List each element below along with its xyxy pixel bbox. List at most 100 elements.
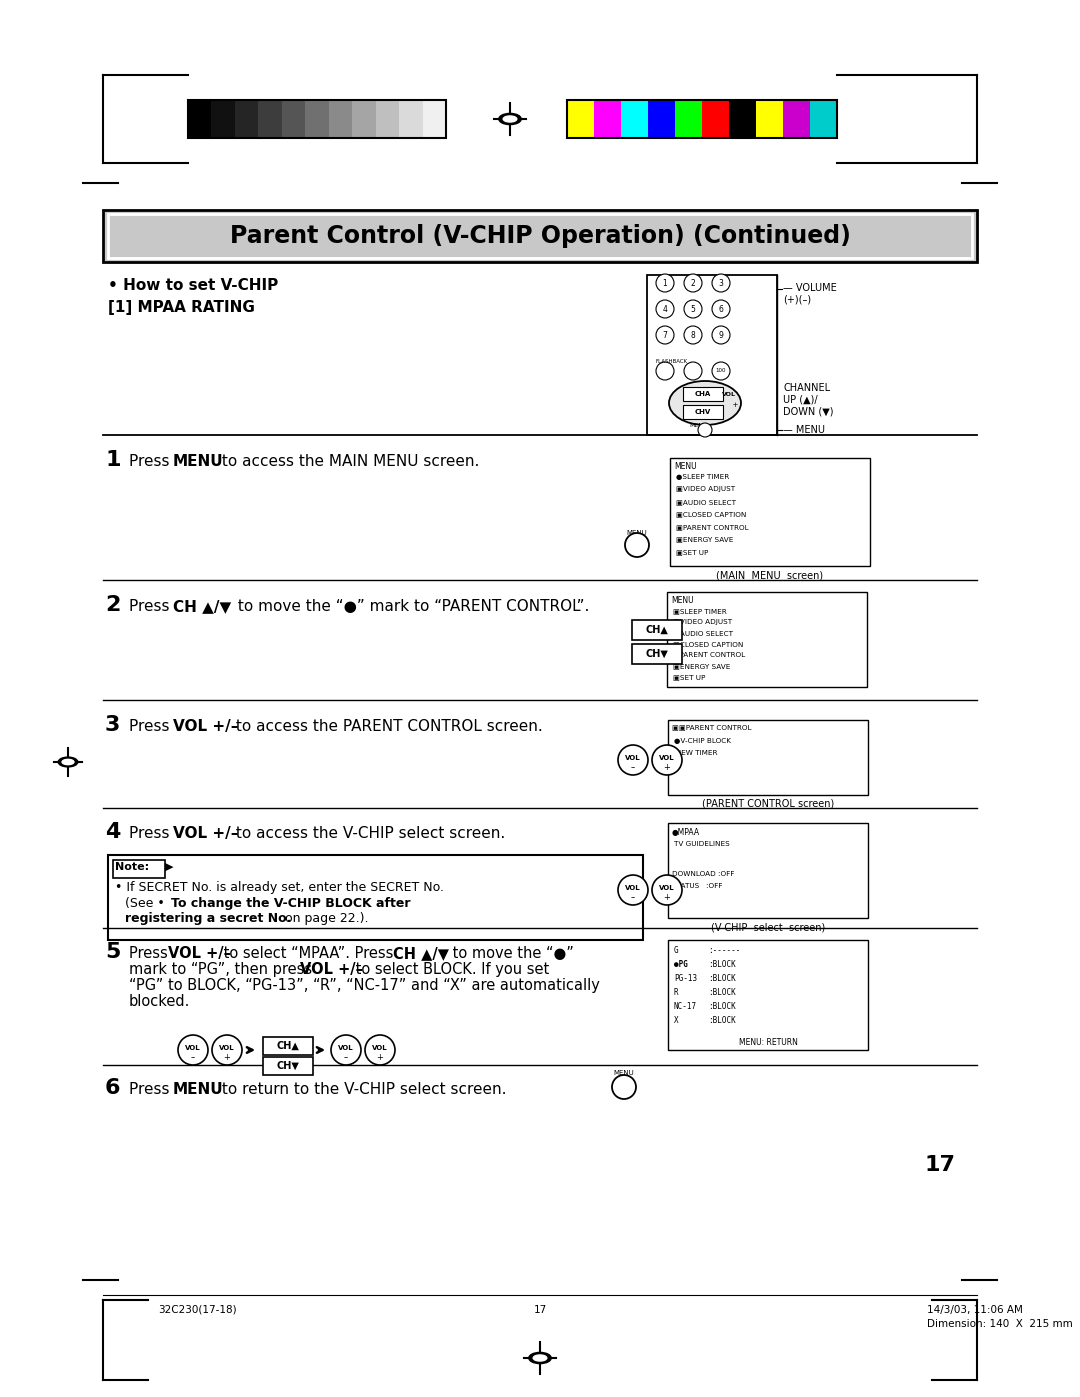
Bar (632, 644, 681, 664)
Bar (675, 101, 702, 138)
Text: ▣CLOSED CAPTION: ▣CLOSED CAPTION (676, 511, 746, 517)
Text: 1: 1 (105, 450, 121, 469)
Text: 6: 6 (105, 1078, 121, 1098)
Text: MENU: RETURN: MENU: RETURN (739, 1038, 797, 1046)
Bar (669, 719, 868, 795)
Ellipse shape (712, 274, 730, 292)
Text: :BLOCK: :BLOCK (708, 974, 735, 983)
Text: Press: Press (129, 1083, 174, 1097)
Ellipse shape (698, 423, 712, 437)
Ellipse shape (62, 760, 73, 764)
Text: VOL +/–: VOL +/– (168, 946, 231, 961)
Text: DOWNLOAD :OFF: DOWNLOAD :OFF (672, 870, 734, 877)
Text: “PG” to BLOCK, “PG-13”, “R”, “NC-17” and “X” are automatically: “PG” to BLOCK, “PG-13”, “R”, “NC-17” and… (129, 978, 599, 993)
Bar (108, 855, 643, 940)
Bar (647, 275, 777, 434)
Bar (188, 101, 212, 138)
Bar (264, 1058, 313, 1076)
Ellipse shape (652, 875, 681, 905)
Bar (670, 458, 870, 566)
Text: 7: 7 (662, 331, 667, 339)
Text: CH▼: CH▼ (276, 1060, 299, 1071)
Bar (400, 101, 422, 138)
Bar (810, 101, 837, 138)
Ellipse shape (656, 362, 674, 380)
Text: Press: Press (129, 454, 174, 469)
Text: :BLOCK: :BLOCK (708, 1002, 735, 1011)
Text: NC-17: NC-17 (674, 1002, 697, 1011)
Ellipse shape (684, 274, 702, 292)
Text: registering a secret No.: registering a secret No. (125, 912, 292, 925)
Text: VOL +/–: VOL +/– (300, 963, 363, 977)
Bar (328, 101, 352, 138)
Text: +: + (663, 763, 671, 773)
Ellipse shape (712, 326, 730, 344)
Text: — MENU: — MENU (783, 425, 825, 434)
Text: CH▲: CH▲ (276, 1041, 299, 1051)
Text: (MAIN  MENU  screen): (MAIN MENU screen) (716, 570, 824, 580)
Bar (567, 101, 837, 138)
Text: MENU: MENU (690, 423, 708, 427)
Text: 6: 6 (718, 305, 724, 313)
Text: +: + (224, 1053, 230, 1062)
Bar (669, 940, 868, 1051)
Text: VOL: VOL (219, 1045, 234, 1051)
Text: G: G (674, 946, 678, 956)
Ellipse shape (625, 534, 649, 557)
Ellipse shape (684, 326, 702, 344)
Text: 2: 2 (690, 278, 696, 288)
Text: –: – (191, 1053, 195, 1062)
Text: ▣CLOSED CAPTION: ▣CLOSED CAPTION (673, 641, 743, 647)
Text: ▣▣PARENT CONTROL: ▣▣PARENT CONTROL (672, 724, 752, 731)
Ellipse shape (656, 300, 674, 319)
Bar (113, 861, 165, 877)
Text: STATUS   :OFF: STATUS :OFF (672, 883, 723, 888)
Text: mark to “PG”, then press: mark to “PG”, then press (129, 963, 316, 977)
Ellipse shape (503, 116, 517, 122)
Text: VOL +/–: VOL +/– (173, 719, 239, 733)
Text: :------: :------ (708, 946, 741, 956)
Text: Press: Press (129, 719, 174, 733)
Text: • If SECRET No. is already set, enter the SECRET No.: • If SECRET No. is already set, enter th… (114, 882, 444, 894)
Ellipse shape (58, 757, 78, 767)
Text: to select “MPAA”. Press: to select “MPAA”. Press (219, 946, 399, 961)
Text: VOL: VOL (373, 1045, 388, 1051)
Bar (567, 101, 594, 138)
Text: ▣ENERGY SAVE: ▣ENERGY SAVE (673, 664, 730, 669)
Bar (621, 101, 648, 138)
Text: Parent Control (V-CHIP Operation) (Continued): Parent Control (V-CHIP Operation) (Conti… (230, 224, 850, 249)
Text: ▣AUDIO SELECT: ▣AUDIO SELECT (673, 630, 733, 636)
Text: to select BLOCK. If you set: to select BLOCK. If you set (351, 963, 550, 977)
Text: Press: Press (129, 599, 174, 615)
Text: CHV: CHV (694, 409, 711, 415)
Text: to access the MAIN MENU screen.: to access the MAIN MENU screen. (217, 454, 480, 469)
Text: VOL: VOL (185, 1045, 201, 1051)
Text: on page 22.).: on page 22.). (281, 912, 368, 925)
Text: 100: 100 (716, 369, 726, 373)
Text: ▣ENERGY SAVE: ▣ENERGY SAVE (676, 536, 733, 542)
Text: Note:: Note: (114, 862, 149, 872)
Text: Dimension: 140  X  215 mm: Dimension: 140 X 215 mm (927, 1319, 1072, 1329)
Text: MENU: MENU (626, 529, 647, 536)
Ellipse shape (212, 1035, 242, 1065)
Ellipse shape (612, 1076, 636, 1099)
Text: CH ▲/▼: CH ▲/▼ (393, 946, 449, 961)
Bar (352, 101, 376, 138)
Bar (667, 592, 867, 687)
Ellipse shape (652, 745, 681, 775)
Text: ●PG: ●PG (674, 960, 688, 970)
Text: (PARENT CONTROL screen): (PARENT CONTROL screen) (702, 799, 834, 809)
Text: (V-CHIP  select  screen): (V-CHIP select screen) (711, 922, 825, 932)
Text: +: + (377, 1053, 383, 1062)
Text: To change the V-CHIP BLOCK after: To change the V-CHIP BLOCK after (171, 897, 410, 909)
Text: 32C230(17-18): 32C230(17-18) (158, 1305, 237, 1315)
Text: CH▼: CH▼ (646, 650, 669, 659)
Ellipse shape (618, 745, 648, 775)
Text: :BLOCK: :BLOCK (708, 988, 735, 997)
Text: VOL: VOL (625, 754, 640, 761)
Text: to access the V-CHIP select screen.: to access the V-CHIP select screen. (231, 826, 505, 841)
Text: 17: 17 (924, 1155, 956, 1175)
Text: +: + (663, 893, 671, 902)
Text: DOWN (▼): DOWN (▼) (783, 407, 834, 416)
Text: — VOLUME: — VOLUME (783, 284, 837, 293)
